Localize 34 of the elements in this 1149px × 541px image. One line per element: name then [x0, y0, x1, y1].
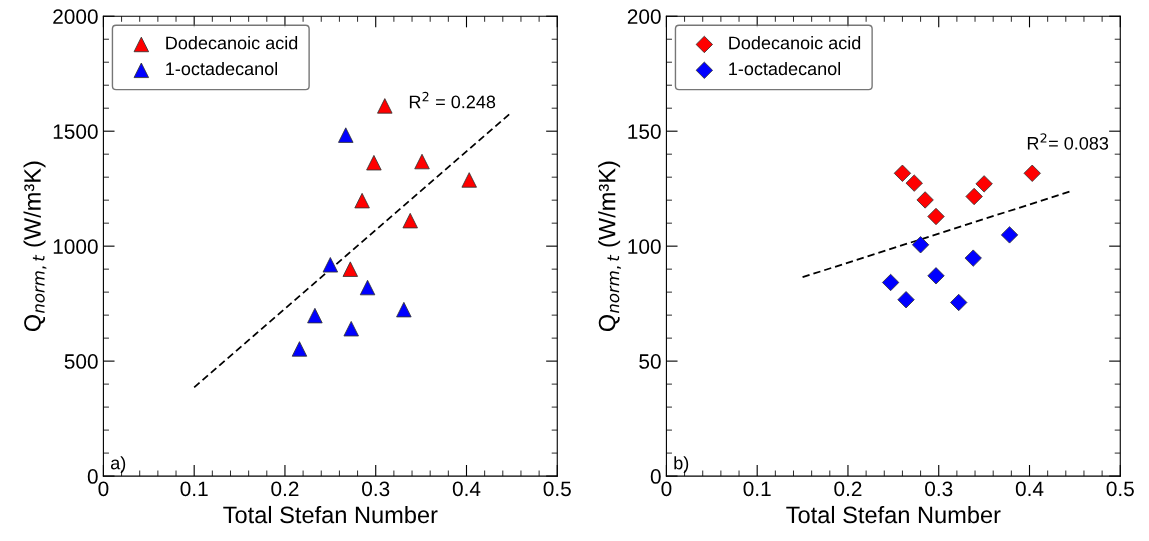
x-tick-label: 0.5	[543, 481, 571, 497]
annotation: b)	[674, 456, 689, 473]
x-tick-label: 0	[98, 481, 109, 497]
y-tick-label: 50	[639, 354, 661, 369]
x-tick-label: 0.2	[834, 481, 862, 497]
y-tick-label: 1500	[53, 124, 98, 139]
y-axis-title: Q$_{norm,t}$ (W/m³K)	[23, 161, 47, 332]
y-tick-label: 2000	[53, 9, 98, 24]
x-tick-label: 0.5	[1106, 481, 1134, 497]
y-tick-label: 0	[87, 469, 98, 484]
x-axis-title: Total Stefan Number	[223, 505, 438, 524]
x-tick-label: 0.4	[452, 481, 481, 497]
legend-label: Dodecanoic acid	[166, 36, 298, 50]
x-tick-label: 0.4	[1015, 481, 1044, 497]
legend-label: Dodecanoic acid	[729, 36, 861, 50]
y-tick-label: 200	[627, 9, 661, 24]
y-tick-label: 150	[628, 124, 661, 139]
x-tick-label: 0	[661, 481, 672, 497]
x-tick-label: 0.3	[925, 481, 953, 497]
legend-label: 1-octadecanol	[166, 61, 278, 76]
y-axis-title: Q$_{norm,t}$ (W/m³K)	[598, 161, 622, 332]
legend-label: 1-octadecanol	[729, 61, 841, 76]
x-axis-title: Total Stefan Number	[786, 505, 1001, 524]
x-tick-label: 0.1	[180, 481, 208, 497]
x-tick-label: 0.1	[743, 481, 771, 497]
annotation: R$^{2}$= 0.083	[1027, 133, 1109, 150]
y-tick-label: 100	[628, 239, 661, 254]
x-tick-label: 0.2	[271, 481, 299, 497]
x-tick-label: 0.3	[362, 481, 390, 497]
y-tick-label: 500	[64, 354, 98, 369]
annotation: R$^{2}$ = 0.248	[409, 91, 496, 109]
y-tick-label: 0	[650, 469, 661, 484]
y-tick-label: 1000	[53, 239, 98, 254]
annotation: a)	[110, 456, 126, 473]
